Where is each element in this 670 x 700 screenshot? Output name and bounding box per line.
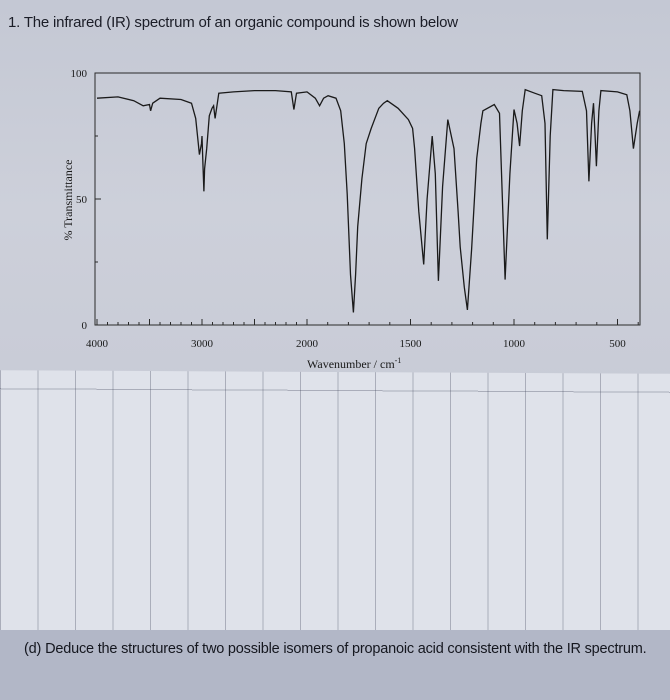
part-text: Deduce the structures of two possible is… [45, 641, 647, 657]
x-axis-ticks: 4000 3000 2000 1500 1000 500 [86, 319, 639, 350]
question-text: The infrared (IR) spectrum of an organic… [23, 14, 458, 31]
question-number: 1. [8, 14, 21, 31]
part-label: (d) [24, 641, 42, 657]
question-part-d: (d) Deduce the structures of two possible… [24, 640, 654, 658]
x-axis-title: Wavenumber / cm-1 [307, 356, 401, 371]
ir-spectrum-chart: 4000 3000 2000 1500 1000 500 0 50 100 Wavenumbe… [61, 68, 641, 371]
y-axis-ticks: 0 50 100 [71, 68, 101, 332]
grid-paper-area [0, 370, 670, 636]
x-axis-title-superscript: -1 [395, 356, 402, 365]
x-tick-label: 500 [609, 338, 626, 350]
spectrum-line [96, 88, 641, 313]
x-tick-label: 1000 [503, 338, 526, 350]
y-tick-label: 0 [82, 320, 88, 332]
y-axis-title: % Transmittance [61, 160, 75, 241]
question-intro: 1. The infrared (IR) spectrum of an orga… [8, 14, 458, 31]
x-tick-label: 3000 [191, 338, 214, 350]
x-tick-label: 2000 [296, 338, 319, 350]
plot-frame [94, 72, 641, 326]
y-tick-label: 100 [71, 68, 88, 80]
x-tick-label: 1500 [400, 338, 423, 350]
bottom-band [0, 630, 670, 700]
x-tick-label: 4000 [86, 338, 109, 350]
y-tick-label: 50 [76, 194, 88, 206]
